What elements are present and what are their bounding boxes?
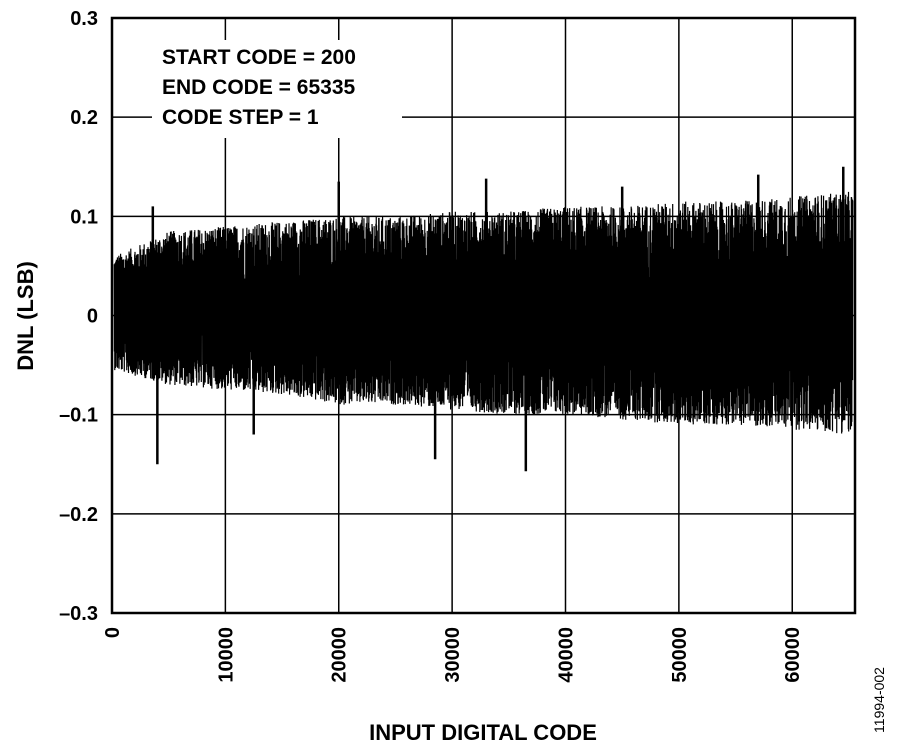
y-tick-label: –0.2	[59, 504, 98, 526]
y-tick-label: –0.1	[59, 405, 98, 427]
x-tick-label: 10000	[215, 627, 237, 683]
x-tick-label: 50000	[669, 627, 691, 683]
x-tick-labels: 0 10000 20000 30000 40000 50000 60000	[102, 627, 804, 683]
x-tick-label: 60000	[782, 627, 804, 683]
y-tick-label: 0.3	[70, 8, 98, 30]
y-tick-label: –0.3	[59, 603, 98, 625]
y-tick-label: 0	[87, 306, 98, 328]
series-line	[113, 191, 854, 434]
series-dnl	[113, 166, 854, 472]
y-tick-labels: 0.3 0.2 0.1 0 –0.1 –0.2 –0.3	[59, 8, 98, 625]
figure-id: 11994-002	[871, 667, 887, 733]
annotation-code-step: CODE STEP = 1	[162, 106, 319, 129]
annotation-box	[152, 40, 402, 138]
y-tick-label: 0.1	[70, 206, 98, 228]
x-axis-title: INPUT DIGITAL CODE	[369, 720, 597, 745]
annotation-start-code: START CODE = 200	[162, 46, 356, 69]
y-axis-title: DNL (LSB)	[13, 261, 38, 371]
x-tick-label: 20000	[329, 627, 351, 683]
y-tick-label: 0.2	[70, 107, 98, 129]
plot-frame	[110, 16, 857, 615]
annotation-end-code: END CODE = 65335	[162, 76, 355, 99]
x-tick-label: 40000	[555, 627, 577, 683]
x-tick-label: 30000	[442, 627, 464, 683]
x-tick-label: 0	[102, 627, 124, 638]
